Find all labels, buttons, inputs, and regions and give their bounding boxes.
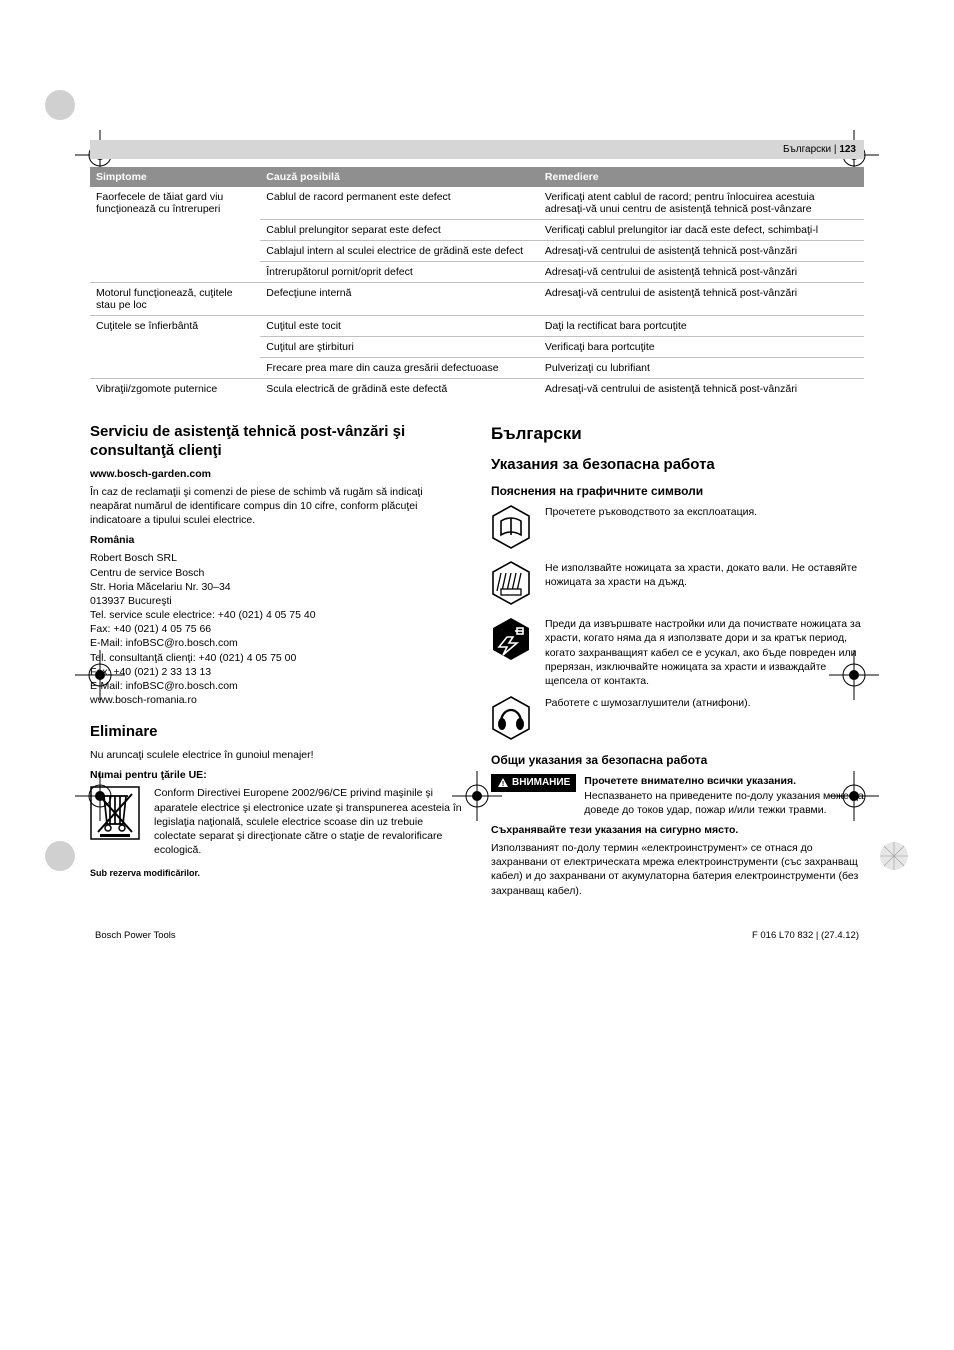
subject-to-change: Sub rezerva modificărilor. [90, 867, 463, 879]
table-cell [90, 241, 260, 262]
footer-left: Bosch Power Tools [95, 930, 176, 941]
ear-protection-icon [491, 696, 535, 744]
country-heading: România [90, 533, 463, 547]
unplug-icon [491, 617, 535, 665]
address-block: Robert Bosch SRLCentru de service BoschS… [90, 551, 463, 707]
table-cell: Cuţitul are ştirbituri [260, 337, 539, 358]
address-line: Str. Horia Măcelariu Nr. 30–34 [90, 580, 463, 594]
table-cell: Motorul funcţionează, cuţitele stau pe l… [90, 283, 260, 316]
header-language: Български [783, 144, 831, 155]
term-definition: Използваният по-долу термин «електроинст… [491, 841, 864, 898]
unplug-text: Преди да извършвате настройки или да поч… [545, 617, 864, 688]
store-instructions: Съхранявайте тези указания на сигурно мя… [491, 823, 864, 837]
warning-text: Прочетете внимателно всички указания. Не… [584, 774, 864, 817]
table-cell [90, 337, 260, 358]
general-safety-heading: Общи указания за безопасна работа [491, 752, 864, 768]
warning-rest: Неспазването на приведените по-долу указ… [584, 790, 863, 816]
address-line: Tel. service scule electrice: +40 (021) … [90, 608, 463, 622]
th-cause: Cauză posibilă [260, 167, 539, 187]
table-cell [90, 358, 260, 379]
table-row: Cuţitul are ştirbituriVerificaţi bara po… [90, 337, 864, 358]
table-cell: Cablul de racord permanent este defect [260, 187, 539, 220]
troubleshooting-table: Simptome Cauză posibilă Remediere Faorfe… [90, 167, 864, 399]
address-line: 013937 Bucureşti [90, 594, 463, 608]
disposal-paragraph: Nu aruncaţi sculele electrice în gunoiul… [90, 748, 463, 762]
table-cell: Adresaţi-vă centrului de asistenţă tehni… [539, 379, 864, 400]
page-footer: Bosch Power Tools F 016 L70 832 | (27.4.… [90, 930, 864, 941]
address-line: E-Mail: infoBSC@ro.bosch.com [90, 679, 463, 693]
table-cell: Verificaţi atent cablul de racord; pentr… [539, 187, 864, 220]
table-cell: Verificaţi bara portcuţite [539, 337, 864, 358]
svg-text:!: ! [502, 781, 504, 788]
table-cell: Întrerupătorul pornit/oprit defect [260, 262, 539, 283]
header-page-number: 123 [839, 144, 856, 155]
address-line: Centru de service Bosch [90, 566, 463, 580]
table-cell: Cablul prelungitor separat este defect [260, 220, 539, 241]
table-cell: Cuţitul este tocit [260, 316, 539, 337]
table-cell [90, 220, 260, 241]
safety-heading: Указания за безопасна работа [491, 456, 864, 475]
service-heading: Serviciu de asistenţă tehnică post-vânză… [90, 423, 463, 461]
th-remedy: Remediere [539, 167, 864, 187]
table-row: Cablajul intern al sculei electrice de g… [90, 241, 864, 262]
table-row: Frecare prea mare din cauza gresării def… [90, 358, 864, 379]
th-symptoms: Simptome [90, 167, 260, 187]
left-column: Serviciu de asistenţă tehnică post-vânză… [90, 419, 463, 902]
table-row: Motorul funcţionează, cuţitele stau pe l… [90, 283, 864, 316]
address-line: Robert Bosch SRL [90, 551, 463, 565]
language-heading: Български [491, 423, 864, 446]
table-cell: Defecţiune internă [260, 283, 539, 316]
no-rain-icon [491, 561, 535, 609]
table-row: Vibraţii/zgomote puterniceScula electric… [90, 379, 864, 400]
table-cell: Adresaţi-vă centrului de asistenţă tehni… [539, 262, 864, 283]
table-cell: Adresaţi-vă centrului de asistenţă tehni… [539, 283, 864, 316]
address-line: www.bosch-romania.ro [90, 693, 463, 707]
warning-badge: ! ВНИМАНИЕ [491, 774, 576, 792]
table-cell: Frecare prea mare din cauza gresării def… [260, 358, 539, 379]
table-cell: Pulverizaţi cu lubrifiant [539, 358, 864, 379]
eu-directive-text: Conform Directivei Europene 2002/96/CE p… [154, 786, 463, 857]
footer-right: F 016 L70 832 | (27.4.12) [752, 930, 859, 941]
right-column: Български Указания за безопасна работа П… [491, 419, 864, 902]
weee-bin-icon [90, 786, 144, 844]
page-header-bar: Български | 123 [90, 140, 864, 159]
warning-badge-label: ВНИМАНИЕ [512, 776, 570, 790]
ear-protection-text: Работете с шумозаглушители (атнифони). [545, 696, 864, 710]
no-rain-text: Не използвайте ножицата за храсти, докат… [545, 561, 864, 589]
address-line: Tel. consultanţă clienţi: +40 (021) 4 05… [90, 651, 463, 665]
read-manual-icon [491, 505, 535, 553]
table-row: Cuţitele se înfierbântăCuţitul este toci… [90, 316, 864, 337]
table-row: Faorfecele de tăiat gard viu funcţioneaz… [90, 187, 864, 220]
table-cell: Cuţitele se înfierbântă [90, 316, 260, 337]
table-cell [90, 262, 260, 283]
table-row: Cablul prelungitor separat este defectVe… [90, 220, 864, 241]
table-cell: Cablajul intern al sculei electrice de g… [260, 241, 539, 262]
table-cell: Faorfecele de tăiat gard viu funcţioneaz… [90, 187, 260, 220]
table-cell: Adresaţi-vă centrului de asistenţă tehni… [539, 241, 864, 262]
symbols-heading: Пояснения на графичните символи [491, 483, 864, 499]
address-line: Fax: +40 (021) 2 33 13 13 [90, 665, 463, 679]
service-paragraph: În caz de reclamaţii şi comenzi de piese… [90, 485, 463, 528]
address-line: E-Mail: infoBSC@ro.bosch.com [90, 636, 463, 650]
table-cell: Daţi la rectificat bara portcuţite [539, 316, 864, 337]
eu-only-heading: Numai pentru ţările UE: [90, 768, 463, 782]
website-link: www.bosch-garden.com [90, 467, 463, 481]
table-cell: Vibraţii/zgomote puternice [90, 379, 260, 400]
table-cell: Scula electrică de grădină este defectă [260, 379, 539, 400]
disposal-heading: Eliminare [90, 723, 463, 742]
address-line: Fax: +40 (021) 4 05 75 66 [90, 622, 463, 636]
warning-bold: Прочетете внимателно всички указания. [584, 775, 796, 787]
read-manual-text: Прочетете ръководството за експлоатация. [545, 505, 864, 519]
table-row: Întrerupătorul pornit/oprit defectAdresa… [90, 262, 864, 283]
table-cell: Verificaţi cablul prelungitor iar dacă e… [539, 220, 864, 241]
